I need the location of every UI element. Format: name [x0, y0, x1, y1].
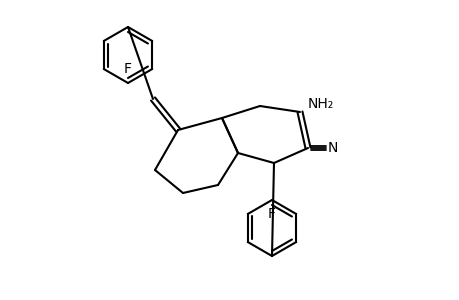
Text: N: N [327, 141, 338, 155]
Text: F: F [268, 207, 275, 221]
Text: NH₂: NH₂ [308, 97, 334, 111]
Text: F: F [124, 62, 132, 76]
